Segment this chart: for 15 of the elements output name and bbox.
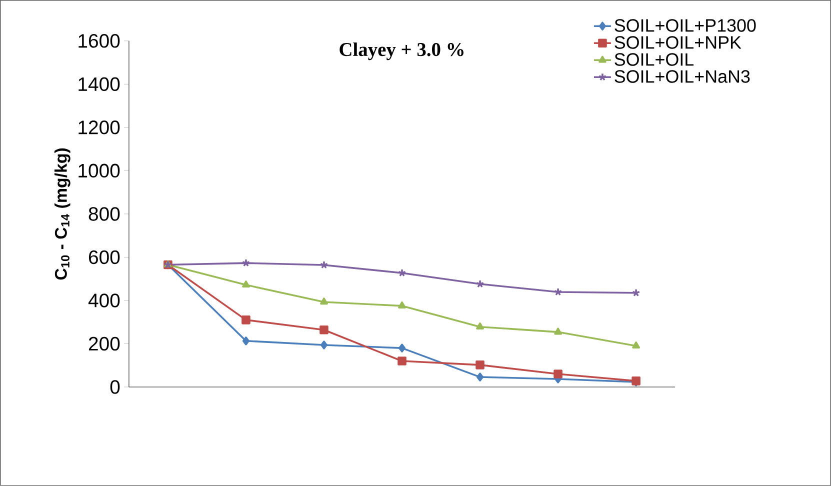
chart-title: Clayey + 3.0 % bbox=[340, 42, 464, 60]
legend-label: SOIL+OIL+P1300 bbox=[614, 19, 756, 32]
y-tick-label: 800 bbox=[88, 207, 120, 221]
legend-label: SOIL+OIL+NaN3 bbox=[614, 70, 750, 83]
y-tick-label: 600 bbox=[88, 250, 120, 264]
y-tick-label: 0 bbox=[110, 380, 120, 394]
y-axis-title: C$_{10}$ - C$_{14}$ (mg/kg) bbox=[54, 148, 70, 280]
y-tick-label: 400 bbox=[88, 294, 120, 308]
y-tick-label: 1600 bbox=[78, 34, 120, 48]
y-tick-label: 1400 bbox=[78, 77, 120, 92]
legend-label: SOIL+OIL bbox=[614, 53, 694, 66]
y-tick-label: 1200 bbox=[78, 120, 120, 134]
y-tick-label: 1000 bbox=[78, 164, 120, 178]
legend-label: SOIL+OIL+NPK bbox=[614, 36, 742, 49]
y-tick-label: 200 bbox=[88, 336, 120, 351]
